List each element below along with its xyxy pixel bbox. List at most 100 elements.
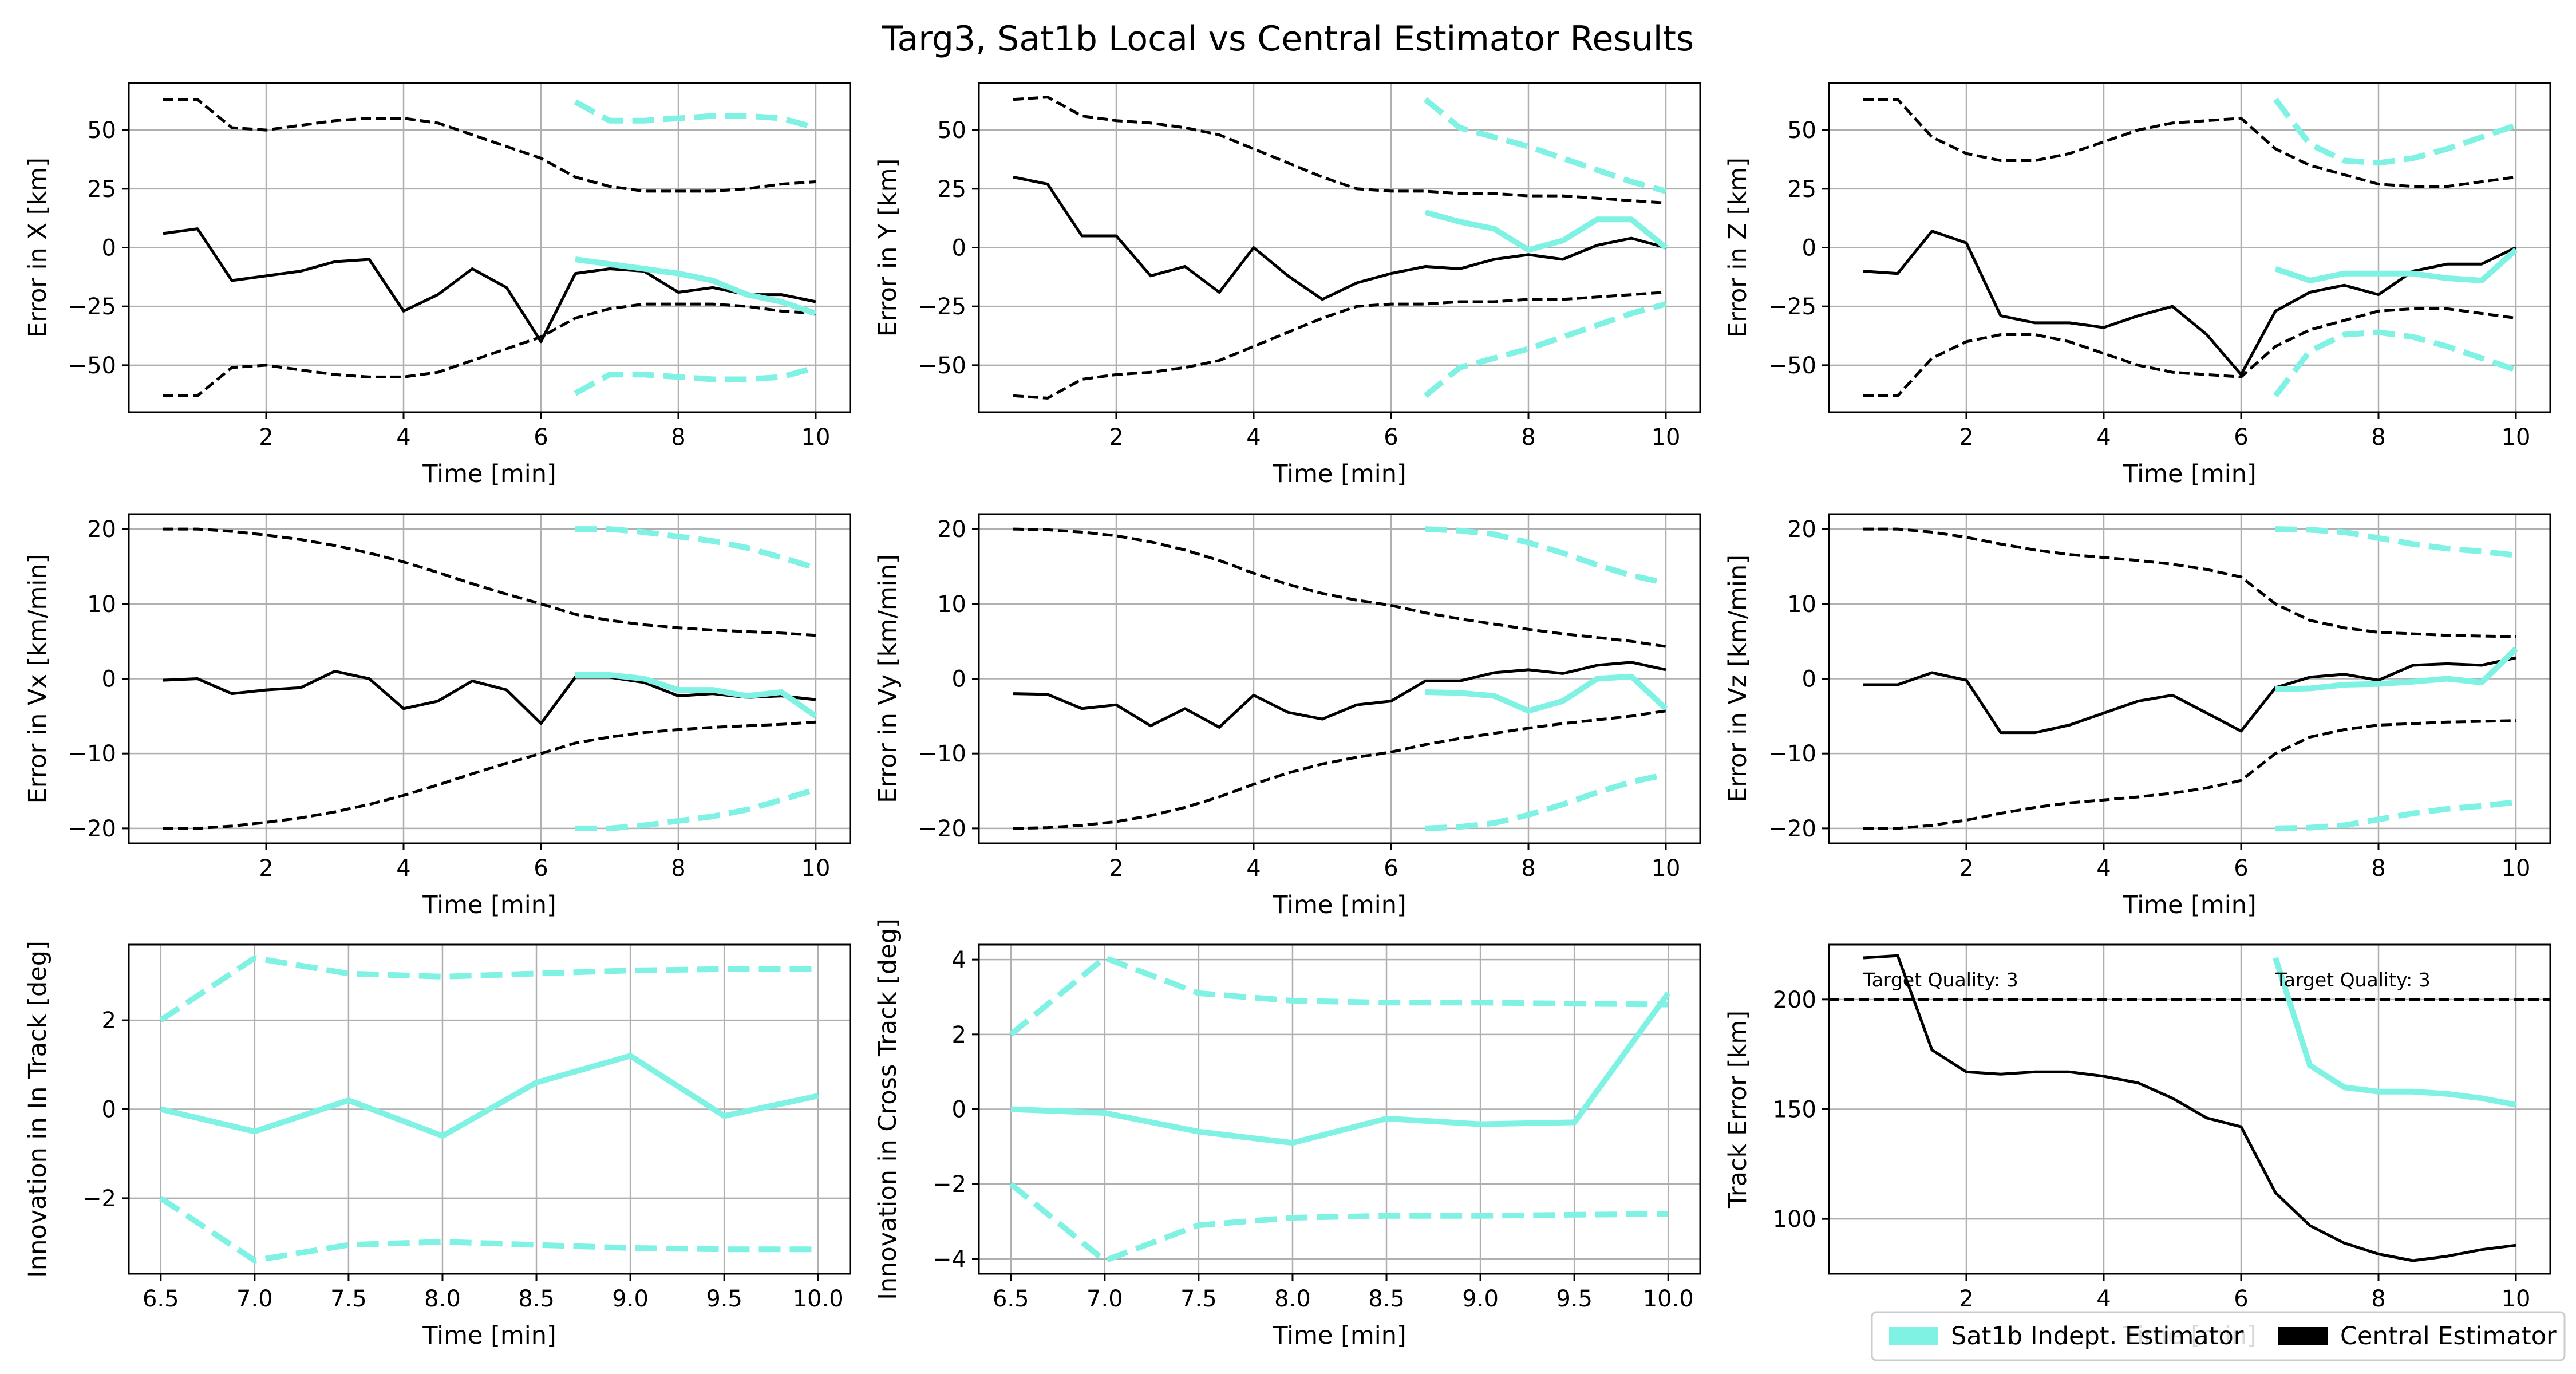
- legend-label: Central Estimator: [2340, 1322, 2557, 1351]
- central-bound-line: [1863, 307, 2516, 397]
- x-tick-label: 10: [801, 855, 831, 882]
- x-tick-label: 2: [1109, 424, 1123, 451]
- x-tick-label: 8: [1521, 424, 1535, 451]
- x-tick-label: 10.0: [1643, 1286, 1694, 1312]
- series-group: [1013, 526, 1668, 831]
- local-error-line: [2273, 957, 2516, 1108]
- y-tick-label: −10: [68, 741, 116, 767]
- local-bound-line: [159, 1195, 819, 1264]
- x-tick-label: 4: [2096, 424, 2111, 451]
- local-error-line: [1425, 673, 1668, 714]
- y-tick-label: −20: [918, 816, 966, 842]
- subplot-4: 2 4 6 8 10 −20 −10 0 10 20 Time [min] Error in Vx […: [23, 513, 851, 919]
- x-tick-label: 8.0: [1274, 1286, 1311, 1312]
- x-tick-label: 9.0: [612, 1286, 649, 1312]
- central-error-line: [1013, 661, 1666, 729]
- local-bound-line: [2275, 799, 2516, 831]
- x-tick-label: 4: [1246, 424, 1261, 451]
- local-error-line: [1424, 210, 1668, 253]
- y-tick-label: −10: [918, 741, 966, 767]
- x-tick-label: 6: [2234, 1286, 2248, 1312]
- local-bound-line: [1425, 771, 1667, 831]
- y-tick-label: −10: [1768, 741, 1816, 767]
- gridlines: [129, 514, 850, 843]
- x-tick-label: 10: [1652, 855, 1681, 882]
- central-bound-line: [1013, 96, 1666, 204]
- subplot-5: 2 4 6 8 10 −20 −10 0 10 20 Time [min] Error in Vy […: [874, 513, 1701, 919]
- x-tick-label: 9.0: [1462, 1286, 1499, 1312]
- central-error-line: [1863, 656, 2516, 735]
- y-axis-label: Error in Vy [km/min]: [874, 554, 902, 803]
- local-bound-line: [2275, 526, 2516, 558]
- y-tick-label: 4: [952, 947, 966, 973]
- x-tick-label: 4: [1246, 855, 1261, 882]
- y-tick-label: 2: [952, 1022, 966, 1048]
- x-axis-label: Time [min]: [2122, 460, 2257, 488]
- x-tick-label: 8: [2371, 855, 2385, 882]
- y-tick-label: −50: [918, 353, 966, 379]
- subplot-2: 2 4 6 8 10 −50 −25 0 25 50 Time [min] Error in Y [k…: [874, 82, 1701, 488]
- y-tick-label: −50: [68, 353, 116, 379]
- y-axis-label: Innovation in Cross Track [deg]: [874, 918, 902, 1300]
- x-axis-label: Time [min]: [422, 1321, 556, 1350]
- y-tick-label: 10: [937, 591, 966, 618]
- y-tick-label: 50: [937, 117, 966, 144]
- y-tick-label: −50: [1768, 353, 1816, 379]
- x-tick-label: 7.5: [330, 1286, 367, 1312]
- x-axis-label: Time [min]: [2122, 891, 2257, 919]
- x-tick-label: 6: [1384, 855, 1398, 882]
- central-bound-line: [1863, 719, 2516, 830]
- y-tick-label: 0: [952, 235, 966, 262]
- x-tick-label: 2: [1109, 855, 1123, 882]
- local-error-line: [2275, 646, 2518, 692]
- x-tick-label: 6: [2234, 424, 2248, 451]
- x-tick-label: 6: [2234, 855, 2248, 882]
- local-bound-line: [1009, 1182, 1669, 1264]
- subplot-1: 2 4 6 8 10 −50 −25 0 25 50 Time [min] Error in X [k…: [23, 82, 851, 488]
- central-error-line: [1013, 175, 1666, 301]
- y-tick-label: 10: [87, 591, 116, 618]
- central-bound-line: [1013, 291, 1666, 400]
- x-tick-label: 10: [2502, 424, 2531, 451]
- y-axis-label: Error in Y [km]: [874, 159, 902, 337]
- figure-legend: Sat1b Indept. Estimator Central Estimator: [1871, 1311, 2566, 1361]
- x-tick-label: 8.0: [424, 1286, 461, 1312]
- x-tick-label: 8: [1521, 855, 1535, 882]
- legend-swatch: [1889, 1327, 1938, 1345]
- central-error-line: [1863, 954, 2516, 1262]
- central-bound-line: [163, 302, 816, 397]
- x-tick-label: 9.5: [706, 1286, 742, 1312]
- x-axis-label: Time [min]: [1272, 460, 1406, 488]
- central-bound-line: [1013, 709, 1666, 830]
- y-tick-label: −2: [82, 1186, 116, 1212]
- x-tick-label: 2: [1959, 1286, 1973, 1312]
- y-tick-label: −20: [68, 816, 116, 842]
- x-tick-label: 2: [259, 855, 273, 882]
- y-tick-label: 25: [87, 176, 116, 203]
- local-bound-line: [2273, 97, 2517, 166]
- y-axis-label: Innovation in In Track [deg]: [23, 941, 52, 1278]
- x-tick-label: 7.0: [236, 1286, 273, 1312]
- central-error-line: [163, 669, 816, 725]
- x-tick-label: 2: [259, 424, 273, 451]
- local-bound-line: [575, 526, 817, 571]
- central-bound-line: [1863, 527, 2516, 638]
- series-group: [1009, 954, 1671, 1264]
- local-error-line: [1010, 991, 1671, 1146]
- local-bound-line: [2273, 329, 2517, 398]
- central-bound-line: [163, 720, 816, 830]
- x-tick-label: 2: [1959, 855, 1973, 882]
- legend-swatch: [2278, 1327, 2328, 1345]
- y-tick-label: 0: [102, 235, 116, 262]
- y-tick-label: 100: [1773, 1206, 1816, 1233]
- local-error-line: [575, 672, 817, 718]
- x-tick-label: 6: [1384, 424, 1398, 451]
- y-tick-label: −25: [918, 294, 966, 320]
- x-tick-label: 6: [534, 855, 548, 882]
- x-tick-label: 8: [671, 424, 685, 451]
- figure-title: Targ3, Sat1b Local vs Central Estimator …: [882, 19, 1694, 59]
- y-tick-label: −25: [1768, 294, 1816, 320]
